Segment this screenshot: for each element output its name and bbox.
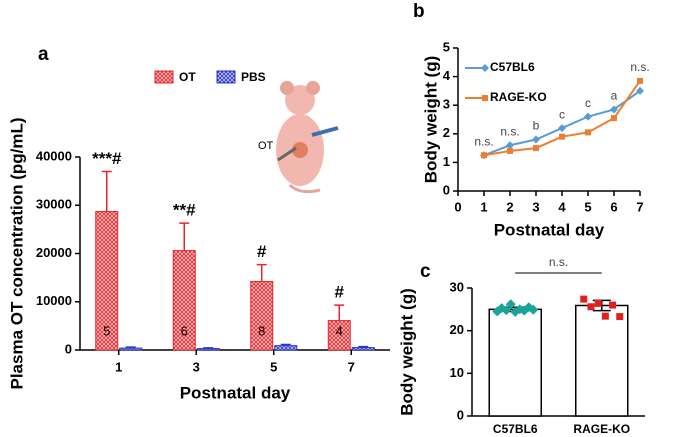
series-line bbox=[481, 77, 643, 159]
annotation: n.s. bbox=[474, 134, 493, 148]
legend-swatch bbox=[216, 70, 236, 84]
y-tick-label: 30000 bbox=[36, 197, 72, 212]
y-tick-label: 2 bbox=[443, 125, 450, 140]
annotation: **# bbox=[173, 201, 196, 220]
bar bbox=[575, 304, 629, 417]
x-tick-label: 0 bbox=[454, 199, 461, 214]
error-bar bbox=[203, 347, 214, 349]
y-tick-label: 40000 bbox=[36, 148, 72, 163]
annotation: a bbox=[611, 89, 618, 103]
y-tick-label: 4 bbox=[443, 68, 451, 83]
y-tick-label: 0 bbox=[443, 182, 450, 197]
annotation: c bbox=[559, 107, 565, 121]
legend-label: C57BL6 bbox=[490, 60, 535, 74]
axis-title: Postnatal day bbox=[180, 383, 291, 402]
y-tick-label: 0 bbox=[65, 341, 72, 356]
x-tick-label: 2 bbox=[506, 199, 513, 214]
annotation: n.s. bbox=[500, 124, 519, 138]
bar-label: 5 bbox=[103, 323, 110, 338]
error-bar bbox=[179, 222, 190, 251]
mouse-tail bbox=[288, 183, 321, 194]
y-tick-label: 10000 bbox=[36, 293, 72, 308]
x-tick-label: C57BL6 bbox=[493, 422, 538, 436]
significance-label: n.s. bbox=[549, 255, 568, 269]
panel-label: b bbox=[413, 1, 425, 22]
x-tick-label: 1 bbox=[115, 359, 122, 374]
data-point bbox=[616, 313, 624, 321]
axis-title: Postnatal day bbox=[494, 220, 605, 239]
annotation: ***# bbox=[92, 149, 122, 168]
y-tick-label: 3 bbox=[443, 97, 450, 112]
annotation: b bbox=[533, 119, 540, 133]
bar-label: 8 bbox=[258, 323, 265, 338]
annotation: c bbox=[585, 96, 591, 110]
error-bar bbox=[334, 304, 345, 321]
data-point bbox=[501, 305, 512, 316]
bar bbox=[119, 347, 143, 351]
x-tick-label: 4 bbox=[558, 199, 566, 214]
panel-label: c bbox=[420, 261, 431, 282]
bar bbox=[488, 308, 542, 417]
x-tick-label: 1 bbox=[480, 199, 487, 214]
x-tick-label: 3 bbox=[193, 359, 200, 374]
bar-label: 6 bbox=[181, 323, 188, 338]
legend-swatch bbox=[154, 70, 174, 84]
bar bbox=[196, 348, 220, 351]
data-point bbox=[609, 301, 617, 309]
data-point bbox=[580, 295, 588, 303]
bar bbox=[274, 345, 298, 351]
annotation: # bbox=[335, 283, 345, 302]
annotation: # bbox=[257, 242, 267, 261]
y-tick-label: 30 bbox=[450, 279, 464, 294]
error-bar bbox=[256, 263, 267, 282]
y-axis-title: Body weight (g) bbox=[397, 288, 416, 415]
y-tick-label: 20 bbox=[450, 322, 464, 337]
error-bar bbox=[280, 343, 291, 346]
mouse-head bbox=[285, 85, 315, 115]
x-tick-label: 5 bbox=[584, 199, 591, 214]
x-tick-label: 7 bbox=[348, 359, 355, 374]
bar bbox=[250, 280, 274, 351]
error-bar bbox=[101, 170, 112, 212]
x-tick-label: 6 bbox=[610, 199, 617, 214]
y-tick-label: 5 bbox=[443, 39, 450, 54]
y-axis-title: Body weight (g) bbox=[421, 56, 440, 183]
y-tick-label: 0 bbox=[457, 407, 464, 422]
mouse-ear bbox=[280, 81, 294, 95]
syringe bbox=[277, 146, 297, 162]
data-point bbox=[587, 303, 595, 311]
x-tick-label: RAGE-KO bbox=[573, 422, 630, 436]
legend-label: RAGE-KO bbox=[490, 90, 547, 104]
y-tick-label: 20000 bbox=[36, 245, 72, 260]
annotation: n.s. bbox=[630, 60, 649, 74]
mouse-illustration bbox=[276, 81, 339, 194]
legend-label: PBS bbox=[241, 70, 266, 84]
error-bar bbox=[125, 346, 136, 349]
mouse-ear bbox=[306, 81, 320, 95]
data-point bbox=[594, 299, 602, 307]
data-point bbox=[601, 312, 609, 320]
y-axis-title: Plasma OT concentration (pg/mL) bbox=[7, 117, 26, 389]
x-tick-label: 3 bbox=[532, 199, 539, 214]
y-tick-label: 1 bbox=[443, 154, 450, 169]
data-point bbox=[528, 304, 539, 315]
syringe bbox=[311, 126, 339, 137]
inset-label: OT bbox=[258, 140, 274, 152]
bar bbox=[351, 347, 375, 351]
error-bar bbox=[358, 345, 369, 348]
y-tick-label: 10 bbox=[450, 365, 464, 380]
data-point bbox=[505, 299, 516, 310]
x-tick-label: 5 bbox=[270, 359, 277, 374]
legend-label: OT bbox=[179, 70, 196, 84]
injection-site bbox=[292, 142, 308, 158]
panel-label: a bbox=[38, 44, 49, 65]
bar-label: 4 bbox=[336, 323, 343, 338]
x-tick-label: 7 bbox=[636, 199, 643, 214]
